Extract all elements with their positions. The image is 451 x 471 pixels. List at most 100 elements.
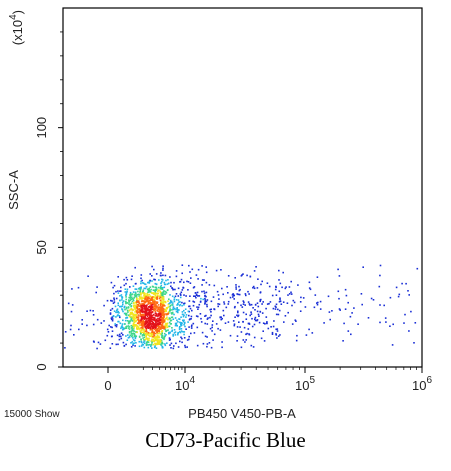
event-dot	[403, 322, 405, 324]
event-dot	[146, 340, 149, 343]
event-dot	[148, 310, 151, 313]
event-dot	[279, 298, 281, 301]
event-dot	[128, 315, 131, 318]
event-dot	[131, 311, 133, 314]
event-dot	[120, 294, 123, 296]
event-dot	[125, 276, 128, 279]
event-dot	[254, 316, 257, 319]
event-dot	[113, 292, 115, 295]
event-dot	[179, 296, 182, 299]
event-dot	[146, 297, 149, 300]
event-dot	[154, 310, 157, 312]
event-dot	[176, 319, 178, 322]
event-dot	[121, 323, 124, 325]
event-dot	[130, 308, 133, 310]
event-dot	[161, 323, 164, 325]
event-dot	[137, 318, 139, 321]
event-dot	[167, 313, 169, 315]
event-dot	[135, 296, 138, 298]
event-dot	[86, 310, 88, 312]
event-dot	[146, 288, 149, 290]
event-dot	[136, 311, 138, 313]
event-dot	[164, 343, 166, 345]
event-dot	[184, 312, 186, 314]
event-dot	[150, 309, 152, 311]
event-dot	[161, 288, 163, 290]
event-dot	[275, 334, 277, 336]
event-dot	[153, 278, 155, 281]
event-dot	[133, 315, 135, 318]
event-dot	[115, 290, 117, 293]
event-dot	[180, 336, 182, 339]
event-dot	[147, 331, 150, 334]
event-dot	[140, 274, 143, 276]
event-dot	[187, 321, 189, 323]
event-dot	[236, 293, 238, 295]
event-dot	[160, 334, 163, 336]
event-dot	[192, 300, 194, 303]
event-dot	[147, 324, 150, 326]
event-dot	[133, 320, 135, 322]
event-dot	[149, 315, 152, 317]
event-dot	[136, 307, 139, 310]
event-dot	[134, 334, 136, 337]
event-dot	[123, 278, 125, 281]
event-dot	[401, 282, 403, 285]
event-dot	[109, 313, 112, 315]
event-dot	[152, 338, 154, 341]
event-dot	[149, 286, 152, 288]
event-dot	[162, 290, 165, 293]
event-dot	[159, 286, 162, 288]
event-dot	[174, 331, 177, 333]
event-dot	[123, 306, 126, 309]
event-dot	[139, 304, 142, 306]
event-dot	[130, 294, 133, 296]
event-dot	[168, 339, 171, 341]
event-dot	[144, 309, 147, 312]
event-dot	[150, 299, 153, 301]
event-dot	[159, 321, 162, 324]
event-dot	[229, 334, 232, 337]
event-dot	[149, 298, 152, 301]
event-dot	[163, 336, 166, 339]
event-dot	[139, 330, 142, 332]
event-dot	[361, 303, 363, 306]
event-dot	[156, 335, 159, 337]
event-dot	[181, 311, 184, 313]
event-dot	[126, 291, 128, 294]
event-dot	[187, 310, 190, 313]
event-dot	[213, 284, 216, 287]
event-dot	[141, 311, 143, 313]
event-dot	[197, 278, 199, 280]
event-dot	[143, 346, 146, 349]
event-dot	[153, 317, 156, 319]
event-dot	[133, 335, 136, 338]
event-dot	[186, 339, 189, 341]
event-dot	[205, 300, 208, 303]
event-dot	[216, 290, 219, 293]
event-dot	[153, 303, 156, 306]
event-dot	[171, 330, 173, 333]
event-dot	[275, 333, 277, 335]
event-dot	[178, 301, 180, 303]
event-dot	[133, 321, 135, 324]
event-dot	[189, 271, 191, 273]
event-dot	[160, 292, 163, 295]
event-dot	[166, 342, 168, 344]
event-dot	[120, 290, 122, 292]
event-dot	[206, 305, 208, 308]
event-dot	[130, 346, 133, 348]
event-dot	[254, 318, 256, 320]
event-dot	[127, 314, 130, 316]
event-dot	[132, 339, 135, 341]
event-dot	[161, 335, 164, 337]
event-dot	[110, 335, 113, 338]
event-dot	[161, 318, 163, 320]
event-dot	[118, 335, 121, 338]
event-dot	[247, 290, 249, 293]
event-dot	[295, 320, 297, 322]
event-dot	[142, 307, 144, 310]
event-dot	[148, 302, 151, 304]
event-dot	[242, 339, 245, 341]
event-dot	[125, 317, 127, 319]
